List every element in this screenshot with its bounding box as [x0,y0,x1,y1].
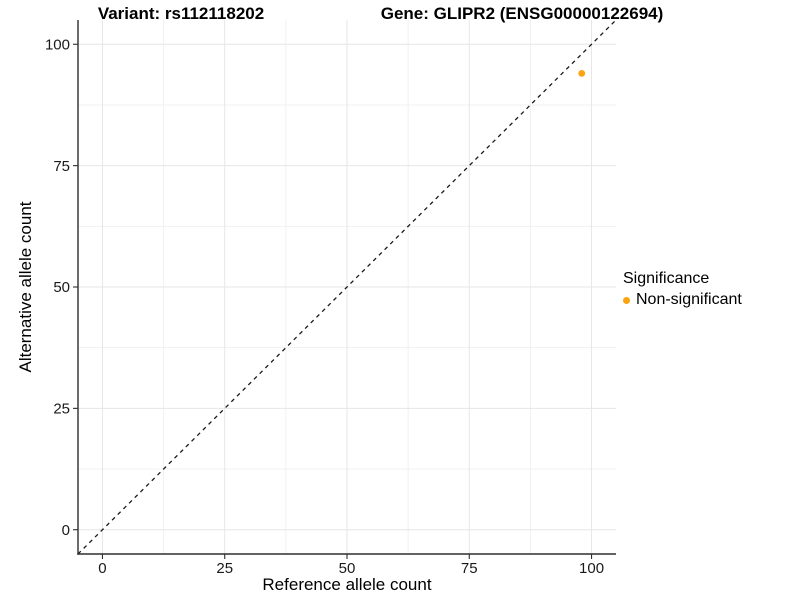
data-point [578,70,586,77]
x-tick-label: 100 [579,560,604,577]
legend: Significance Non-significant [623,270,742,309]
plot-title-variant: Variant: rs112118202 [97,4,265,23]
y-tick-label: 50 [53,279,70,296]
y-axis-title: Alternative allele count [16,201,35,373]
x-tick-label: 0 [98,560,106,577]
y-tick-label: 75 [53,158,70,175]
y-tick-label: 100 [45,36,70,53]
y-tick-label: 25 [53,401,70,418]
identity-line [77,19,617,555]
plot-title-gene: Gene: GLIPR2 (ENSG00000122694) [380,4,664,23]
x-tick-label: 75 [461,560,478,577]
legend-key-dot-icon [623,296,630,304]
legend-item-label: Non-significant [636,291,742,308]
x-axis-title: Reference allele count [262,575,432,594]
legend-title: Significance [623,270,710,287]
legend-item-non-significant: Non-significant [623,291,742,309]
y-tick-label: 0 [62,522,70,539]
x-tick-label: 25 [216,560,233,577]
x-tick-label: 50 [339,560,356,577]
